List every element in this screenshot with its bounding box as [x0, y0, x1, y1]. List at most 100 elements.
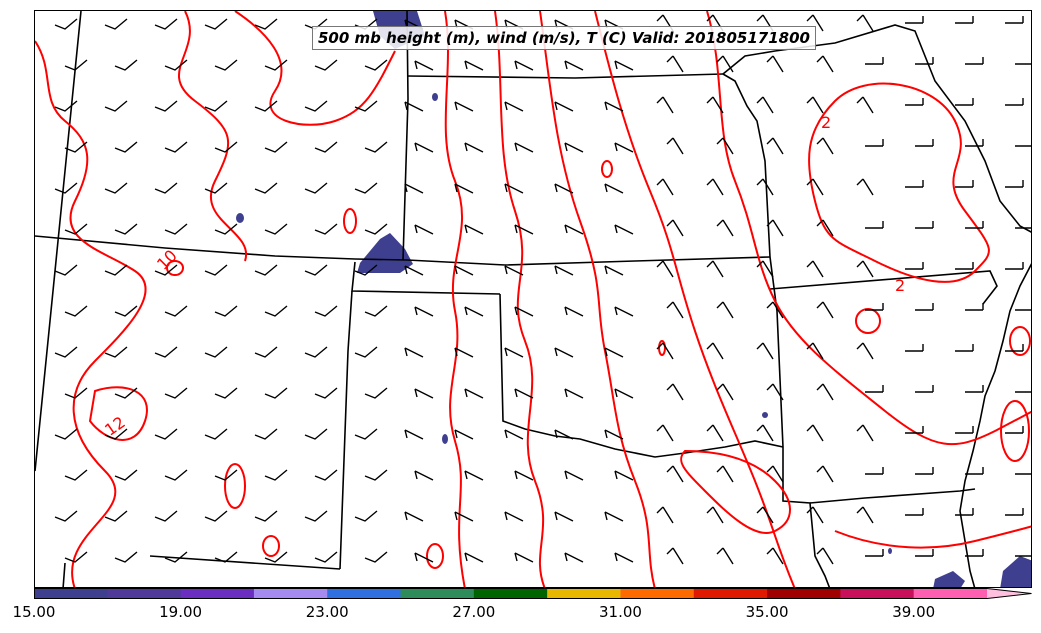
wind-barb — [164, 305, 188, 317]
shaded-region — [236, 213, 244, 223]
temperature-contour — [706, 11, 1031, 446]
wind-barb — [816, 547, 834, 565]
wind-barb — [806, 424, 824, 442]
wind-barb — [965, 221, 984, 229]
wind-barb — [856, 342, 874, 360]
wind-barb — [656, 424, 674, 442]
wind-barb — [806, 178, 824, 196]
wind-barb — [514, 60, 534, 71]
wind-barb — [464, 224, 484, 235]
wind-barb — [756, 342, 774, 360]
colorbar-segment — [327, 588, 402, 599]
wind-barb — [856, 260, 874, 278]
wind-barb — [504, 101, 524, 112]
wind-barb — [614, 60, 634, 71]
wind-barb — [716, 55, 734, 73]
wind-barb — [354, 100, 378, 112]
wind-barb — [304, 264, 328, 276]
wind-barb — [204, 428, 228, 440]
wind-barb — [214, 59, 238, 71]
wind-barb — [414, 388, 434, 399]
wind-barb — [464, 306, 484, 317]
wind-barb — [1005, 180, 1024, 188]
wind-barb — [905, 344, 924, 352]
wind-barb — [865, 57, 884, 65]
wind-barb — [514, 306, 534, 317]
wind-barb — [154, 100, 178, 112]
wind-barb — [64, 551, 88, 563]
colorbar — [34, 588, 1032, 599]
colorbar-segment — [767, 588, 841, 599]
wind-barb — [104, 182, 128, 194]
wind-barb — [856, 506, 874, 524]
wind-barb — [1005, 16, 1024, 24]
colorbar-segment — [473, 588, 548, 599]
wind-barb — [856, 14, 874, 32]
wind-barb — [1005, 98, 1024, 106]
state-border — [499, 293, 784, 458]
colorbar-segment — [547, 588, 621, 599]
contour-label: 2 — [821, 113, 831, 132]
state-border — [35, 11, 82, 472]
colorbar-segment — [913, 588, 988, 599]
wind-barb — [856, 96, 874, 114]
temperature-contour — [855, 308, 881, 334]
wind-barb — [965, 57, 984, 65]
shaded-region — [357, 233, 413, 273]
wind-barbs — [54, 14, 1031, 565]
wind-barb — [604, 429, 624, 440]
wind-barb — [856, 178, 874, 196]
wind-barb — [865, 139, 884, 147]
wind-barb — [364, 305, 388, 317]
temperature-contour — [426, 543, 444, 569]
wind-barb — [915, 303, 934, 311]
wind-barb — [514, 388, 534, 399]
wind-barb — [514, 470, 534, 481]
wind-barb — [716, 137, 734, 155]
wind-barb — [204, 264, 228, 276]
wind-barb — [514, 142, 534, 153]
wind-barb — [564, 552, 584, 563]
wind-barb — [114, 469, 138, 481]
state-border — [722, 24, 1031, 233]
state-borders — [35, 11, 1031, 587]
wind-barb — [806, 260, 824, 278]
wind-barb — [454, 511, 474, 522]
wind-barb — [666, 55, 684, 73]
wind-barb — [666, 137, 684, 155]
wind-barb — [816, 137, 834, 155]
wind-barb — [905, 508, 924, 516]
wind-barb — [706, 260, 724, 278]
wind-barb — [414, 142, 434, 153]
wind-barb — [454, 183, 474, 194]
state-border — [722, 73, 771, 258]
wind-barb — [716, 383, 734, 401]
wind-barb — [364, 141, 388, 153]
wind-barb — [614, 142, 634, 153]
wind-barb — [164, 223, 188, 235]
colorbar-segment — [840, 588, 915, 599]
wind-barb — [905, 98, 924, 106]
shaded-region — [933, 571, 965, 587]
wind-barb — [404, 347, 424, 358]
wind-barb — [564, 388, 584, 399]
wind-barb — [404, 511, 424, 522]
wind-barb — [706, 178, 724, 196]
wind-barb — [564, 306, 584, 317]
shaded-region — [762, 412, 768, 418]
wind-barb — [54, 346, 78, 358]
colorbar-tick-label: 19.00 — [159, 603, 203, 621]
state-border — [149, 555, 341, 570]
state-border — [769, 270, 998, 305]
wind-barb — [154, 428, 178, 440]
wind-barb — [54, 428, 78, 440]
wind-barb — [414, 224, 434, 235]
wind-barb — [464, 388, 484, 399]
wind-barb — [614, 552, 634, 563]
wind-barb — [254, 346, 278, 358]
wind-barb — [816, 55, 834, 73]
wind-barb — [54, 18, 78, 30]
wind-barb — [666, 301, 684, 319]
wind-barb — [264, 223, 288, 235]
state-border — [62, 562, 66, 587]
